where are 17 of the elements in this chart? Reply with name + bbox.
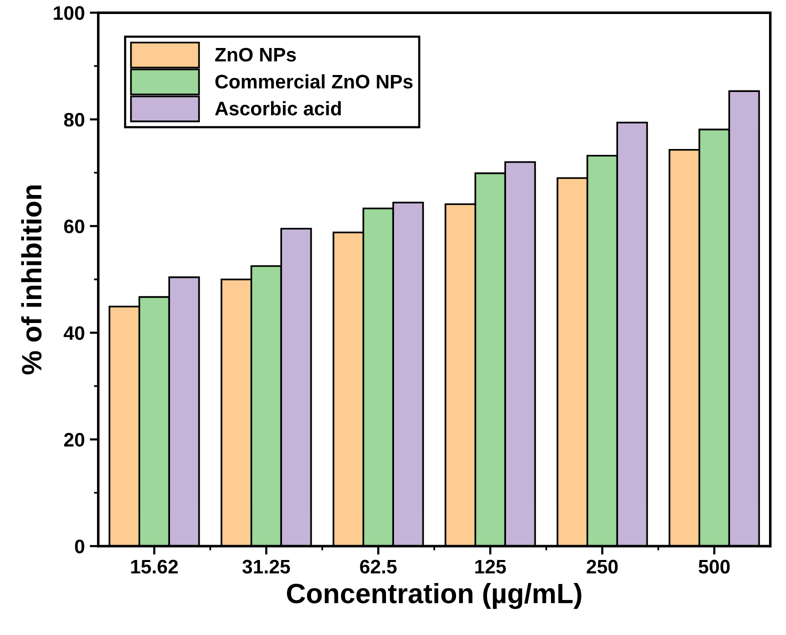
legend-label: ZnO NPs bbox=[215, 48, 296, 62]
x-tick-label: 15.62 bbox=[131, 560, 178, 574]
x-axis-title: Concentration (µg/mL) bbox=[286, 582, 582, 609]
legend-label: Commercial ZnO NPs bbox=[215, 74, 413, 89]
legend-label: Ascorbic acid bbox=[215, 101, 341, 116]
x-tick-label: 125 bbox=[475, 560, 506, 574]
y-tick-label: 20 bbox=[64, 432, 84, 447]
x-tick-label: 62.5 bbox=[360, 560, 397, 574]
y-tick-label: 40 bbox=[64, 326, 84, 340]
y-axis-title: % of inhibition bbox=[21, 185, 42, 374]
x-tick-label: 31.25 bbox=[242, 560, 290, 574]
y-tick-label: 0 bbox=[75, 540, 84, 554]
y-tick-label: 60 bbox=[64, 220, 84, 234]
x-tick-label: 250 bbox=[586, 560, 618, 574]
x-tick-label: 500 bbox=[698, 560, 730, 574]
y-tick-label: 80 bbox=[64, 112, 84, 127]
y-tick-label: 100 bbox=[54, 6, 84, 20]
